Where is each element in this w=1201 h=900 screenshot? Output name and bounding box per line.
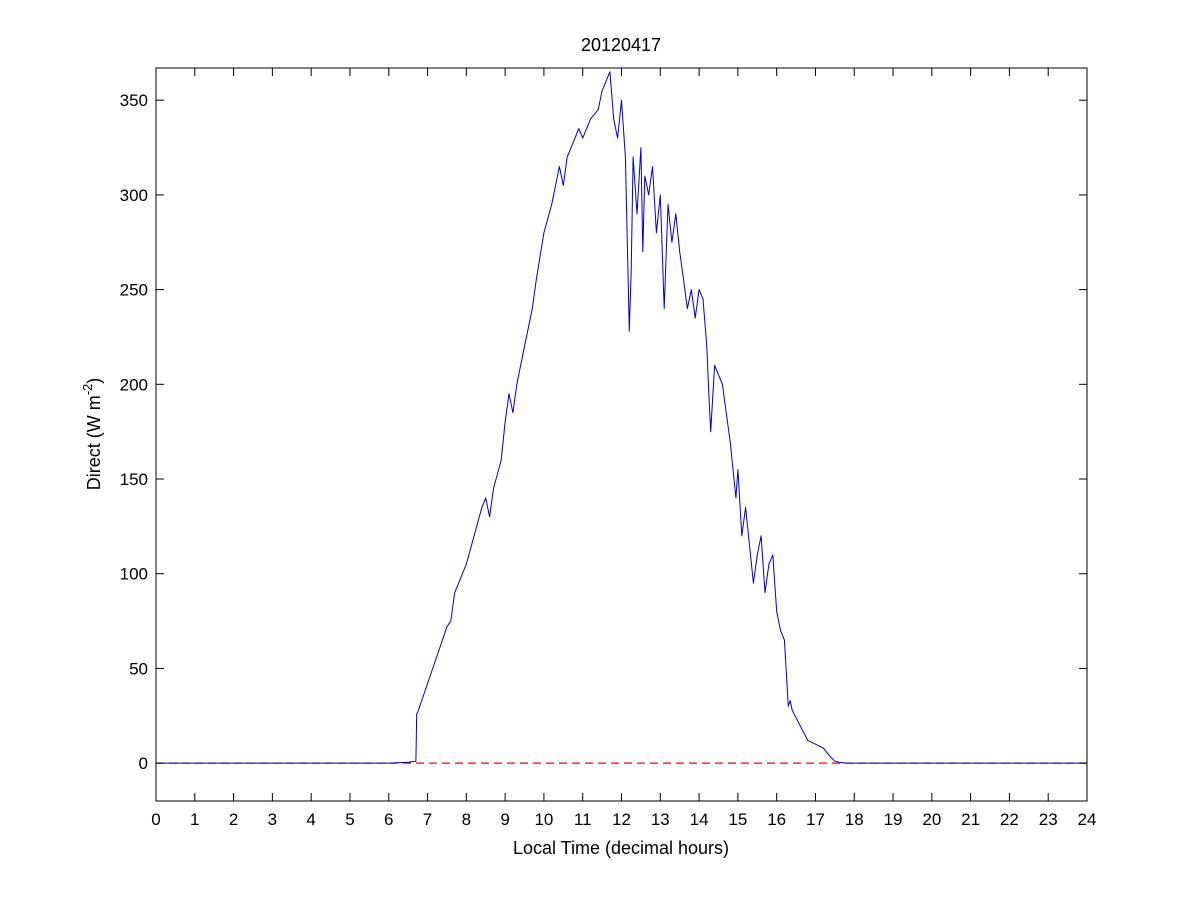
y-tick-label: 300 <box>120 186 148 205</box>
y-axis-label-suffix: ) <box>84 378 104 384</box>
x-tick-label: 24 <box>1078 810 1097 829</box>
x-tick-label: 17 <box>806 810 825 829</box>
y-tick-label: 250 <box>120 281 148 300</box>
x-tick-label: 1 <box>190 810 199 829</box>
y-axis-label: Direct (W m-2) <box>80 378 104 491</box>
y-tick-label: 100 <box>120 565 148 584</box>
x-tick-label: 22 <box>1000 810 1019 829</box>
series-line-0 <box>156 71 1087 764</box>
y-tick-label: 350 <box>120 91 148 110</box>
y-tick-label: 200 <box>120 375 148 394</box>
y-tick-label: 50 <box>129 659 148 678</box>
y-tick-label: 0 <box>139 754 148 773</box>
x-tick-label: 21 <box>961 810 980 829</box>
x-ticks: 0 1 2 3 4 5 6 7 8 9 10 11 12 13 14 15 16 17 18 19 20 21 22 23 24 <box>151 68 1096 829</box>
chart-title: 20120417 <box>581 35 661 55</box>
x-tick-label: 3 <box>268 810 277 829</box>
x-tick-label: 10 <box>534 810 553 829</box>
x-tick-label: 19 <box>884 810 903 829</box>
x-tick-label: 7 <box>423 810 432 829</box>
x-axis-label: Local Time (decimal hours) <box>513 838 729 858</box>
x-tick-label: 2 <box>229 810 238 829</box>
x-tick-label: 0 <box>151 810 160 829</box>
x-tick-label: 20 <box>922 810 941 829</box>
plot-area <box>155 67 1088 802</box>
x-tick-label: 9 <box>500 810 509 829</box>
x-tick-label: 13 <box>651 810 670 829</box>
x-tick-label: 18 <box>845 810 864 829</box>
y-axis-label-superscript: -2 <box>80 384 95 396</box>
y-ticks: 0 50 100 150 200 250 300 350 <box>120 91 1087 773</box>
x-tick-label: 16 <box>767 810 786 829</box>
x-tick-label: 12 <box>612 810 631 829</box>
x-tick-label: 14 <box>690 810 709 829</box>
y-axis-label-prefix: Direct (W m <box>84 395 104 490</box>
x-tick-label: 5 <box>345 810 354 829</box>
x-tick-label: 11 <box>574 810 592 829</box>
x-tick-label: 15 <box>728 810 747 829</box>
x-tick-label: 23 <box>1039 810 1058 829</box>
y-tick-label: 150 <box>120 470 148 489</box>
x-tick-label: 8 <box>462 810 471 829</box>
x-tick-label: 6 <box>384 810 393 829</box>
x-tick-label: 4 <box>306 810 315 829</box>
series-layer <box>156 71 1087 764</box>
